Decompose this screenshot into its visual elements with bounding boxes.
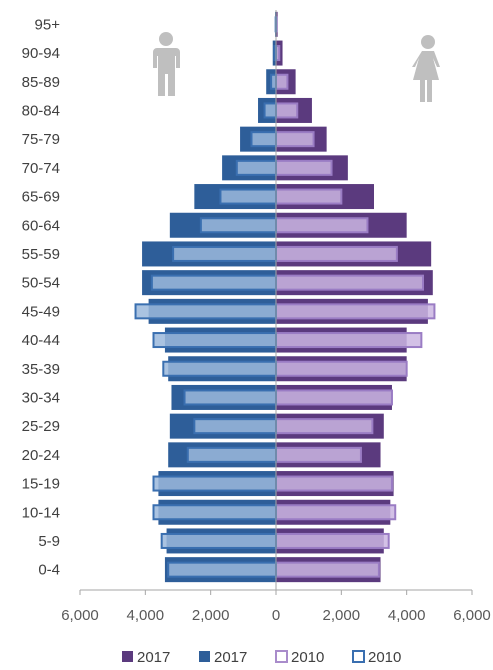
outline-bar-male-2010-70-74 <box>235 159 278 176</box>
category-label: 60-64 <box>22 217 60 234</box>
category-label: 95+ <box>35 16 61 33</box>
category-label: 45-49 <box>22 303 60 320</box>
outline-bar-female-2010-20-24 <box>275 446 362 463</box>
x-tick-label: 4,000 <box>127 607 165 624</box>
x-tick-label: 0 <box>272 607 280 624</box>
category-label: 85-89 <box>22 74 60 91</box>
x-tick-label: 4,000 <box>388 607 426 624</box>
outline-bar-female-2010-55-59 <box>275 245 398 262</box>
gender-icons <box>153 32 440 102</box>
outline-bar-male-2010-85-89 <box>270 73 278 90</box>
category-label: 50-54 <box>22 275 60 292</box>
outline-bar-male-2010-80-84 <box>263 102 278 119</box>
legend-swatch-female-2017 <box>122 651 133 662</box>
outline-bar-male-2010-0-4 <box>167 561 277 578</box>
outline-bar-female-2010-80-84 <box>275 102 299 119</box>
outline-bar-female-2010-5-9 <box>275 532 390 549</box>
outline-bar-male-2010-5-9 <box>160 532 278 549</box>
outline-bar-female-2010-70-74 <box>275 159 333 176</box>
outline-bar-female-2010-65-69 <box>275 188 343 205</box>
outline-bar-female-2010-30-34 <box>275 389 393 406</box>
outline-bar-male-2010-35-39 <box>162 360 277 377</box>
legend-label: 2017 <box>214 649 247 666</box>
category-label: 0-4 <box>38 562 60 579</box>
outline-bar-female-2010-45-49 <box>275 303 436 320</box>
legend-swatch-male-2010 <box>352 650 365 663</box>
outline-bar-male-2010-50-54 <box>150 274 277 291</box>
outline-bar-female-2010-75-79 <box>275 131 315 148</box>
male-figure-icon <box>153 32 180 96</box>
outline-bar-female-2010-25-29 <box>275 418 374 435</box>
legend-swatch-male-2017 <box>199 651 210 662</box>
x-tick-label: 6,000 <box>453 607 491 624</box>
category-label: 65-69 <box>22 189 60 206</box>
category-label: 35-39 <box>22 361 60 378</box>
legend: 2017 2017 2010 2010 <box>122 649 401 666</box>
legend-label: 2010 <box>368 649 401 666</box>
outline-bar-male-2010-65-69 <box>219 188 277 205</box>
plot-area <box>134 11 436 583</box>
category-label: 25-29 <box>22 418 60 435</box>
category-label: 75-79 <box>22 131 60 148</box>
category-label: 55-59 <box>22 246 60 263</box>
outline-bar-female-2010-10-14 <box>275 504 397 521</box>
x-tick-label: 6,000 <box>61 607 99 624</box>
outline-bar-male-2010-10-14 <box>152 504 277 521</box>
outline-bar-male-2010-40-44 <box>152 332 277 349</box>
category-label: 30-34 <box>22 389 60 406</box>
legend-swatch-female-2010 <box>275 650 288 663</box>
outline-bar-female-2010-0-4 <box>275 561 380 578</box>
category-label: 80-84 <box>22 102 60 119</box>
category-label: 40-44 <box>22 332 60 349</box>
outline-bar-female-2010-40-44 <box>275 332 423 349</box>
x-axis: 6,000 4,000 2,000 0 2,000 4,000 6,000 <box>61 10 491 624</box>
category-labels: 0-4 5-9 10-14 15-19 20-24 25-29 30-34 35-39 40-4… <box>22 16 61 578</box>
outline-bar-male-2010-60-64 <box>199 217 277 234</box>
outline-bar-male-2010-20-24 <box>186 446 277 463</box>
female-figure-icon <box>412 35 440 102</box>
category-label: 15-19 <box>22 476 60 493</box>
category-label: 5-9 <box>38 533 60 550</box>
outline-bar-female-2010-35-39 <box>275 360 408 377</box>
category-label: 70-74 <box>22 160 60 177</box>
outline-bar-female-2010-85-89 <box>275 73 289 90</box>
category-label: 10-14 <box>22 504 60 521</box>
legend-label: 2017 <box>137 649 170 666</box>
legend-label: 2010 <box>291 649 324 666</box>
x-tick-label: 2,000 <box>192 607 230 624</box>
outline-bar-female-2010-60-64 <box>275 217 369 234</box>
category-label: 90-94 <box>22 45 60 62</box>
category-label: 20-24 <box>22 447 60 464</box>
outline-bar-male-2010-45-49 <box>134 303 277 320</box>
x-tick-label: 2,000 <box>323 607 361 624</box>
outline-bar-female-2010-15-19 <box>275 475 393 492</box>
outline-bar-male-2010-55-59 <box>172 245 278 262</box>
outline-bar-male-2010-15-19 <box>152 475 277 492</box>
outline-bar-female-2010-50-54 <box>275 274 424 291</box>
outline-bar-male-2010-75-79 <box>250 131 277 148</box>
outline-bar-male-2010-25-29 <box>193 418 277 435</box>
outline-bar-male-2010-30-34 <box>183 389 278 406</box>
